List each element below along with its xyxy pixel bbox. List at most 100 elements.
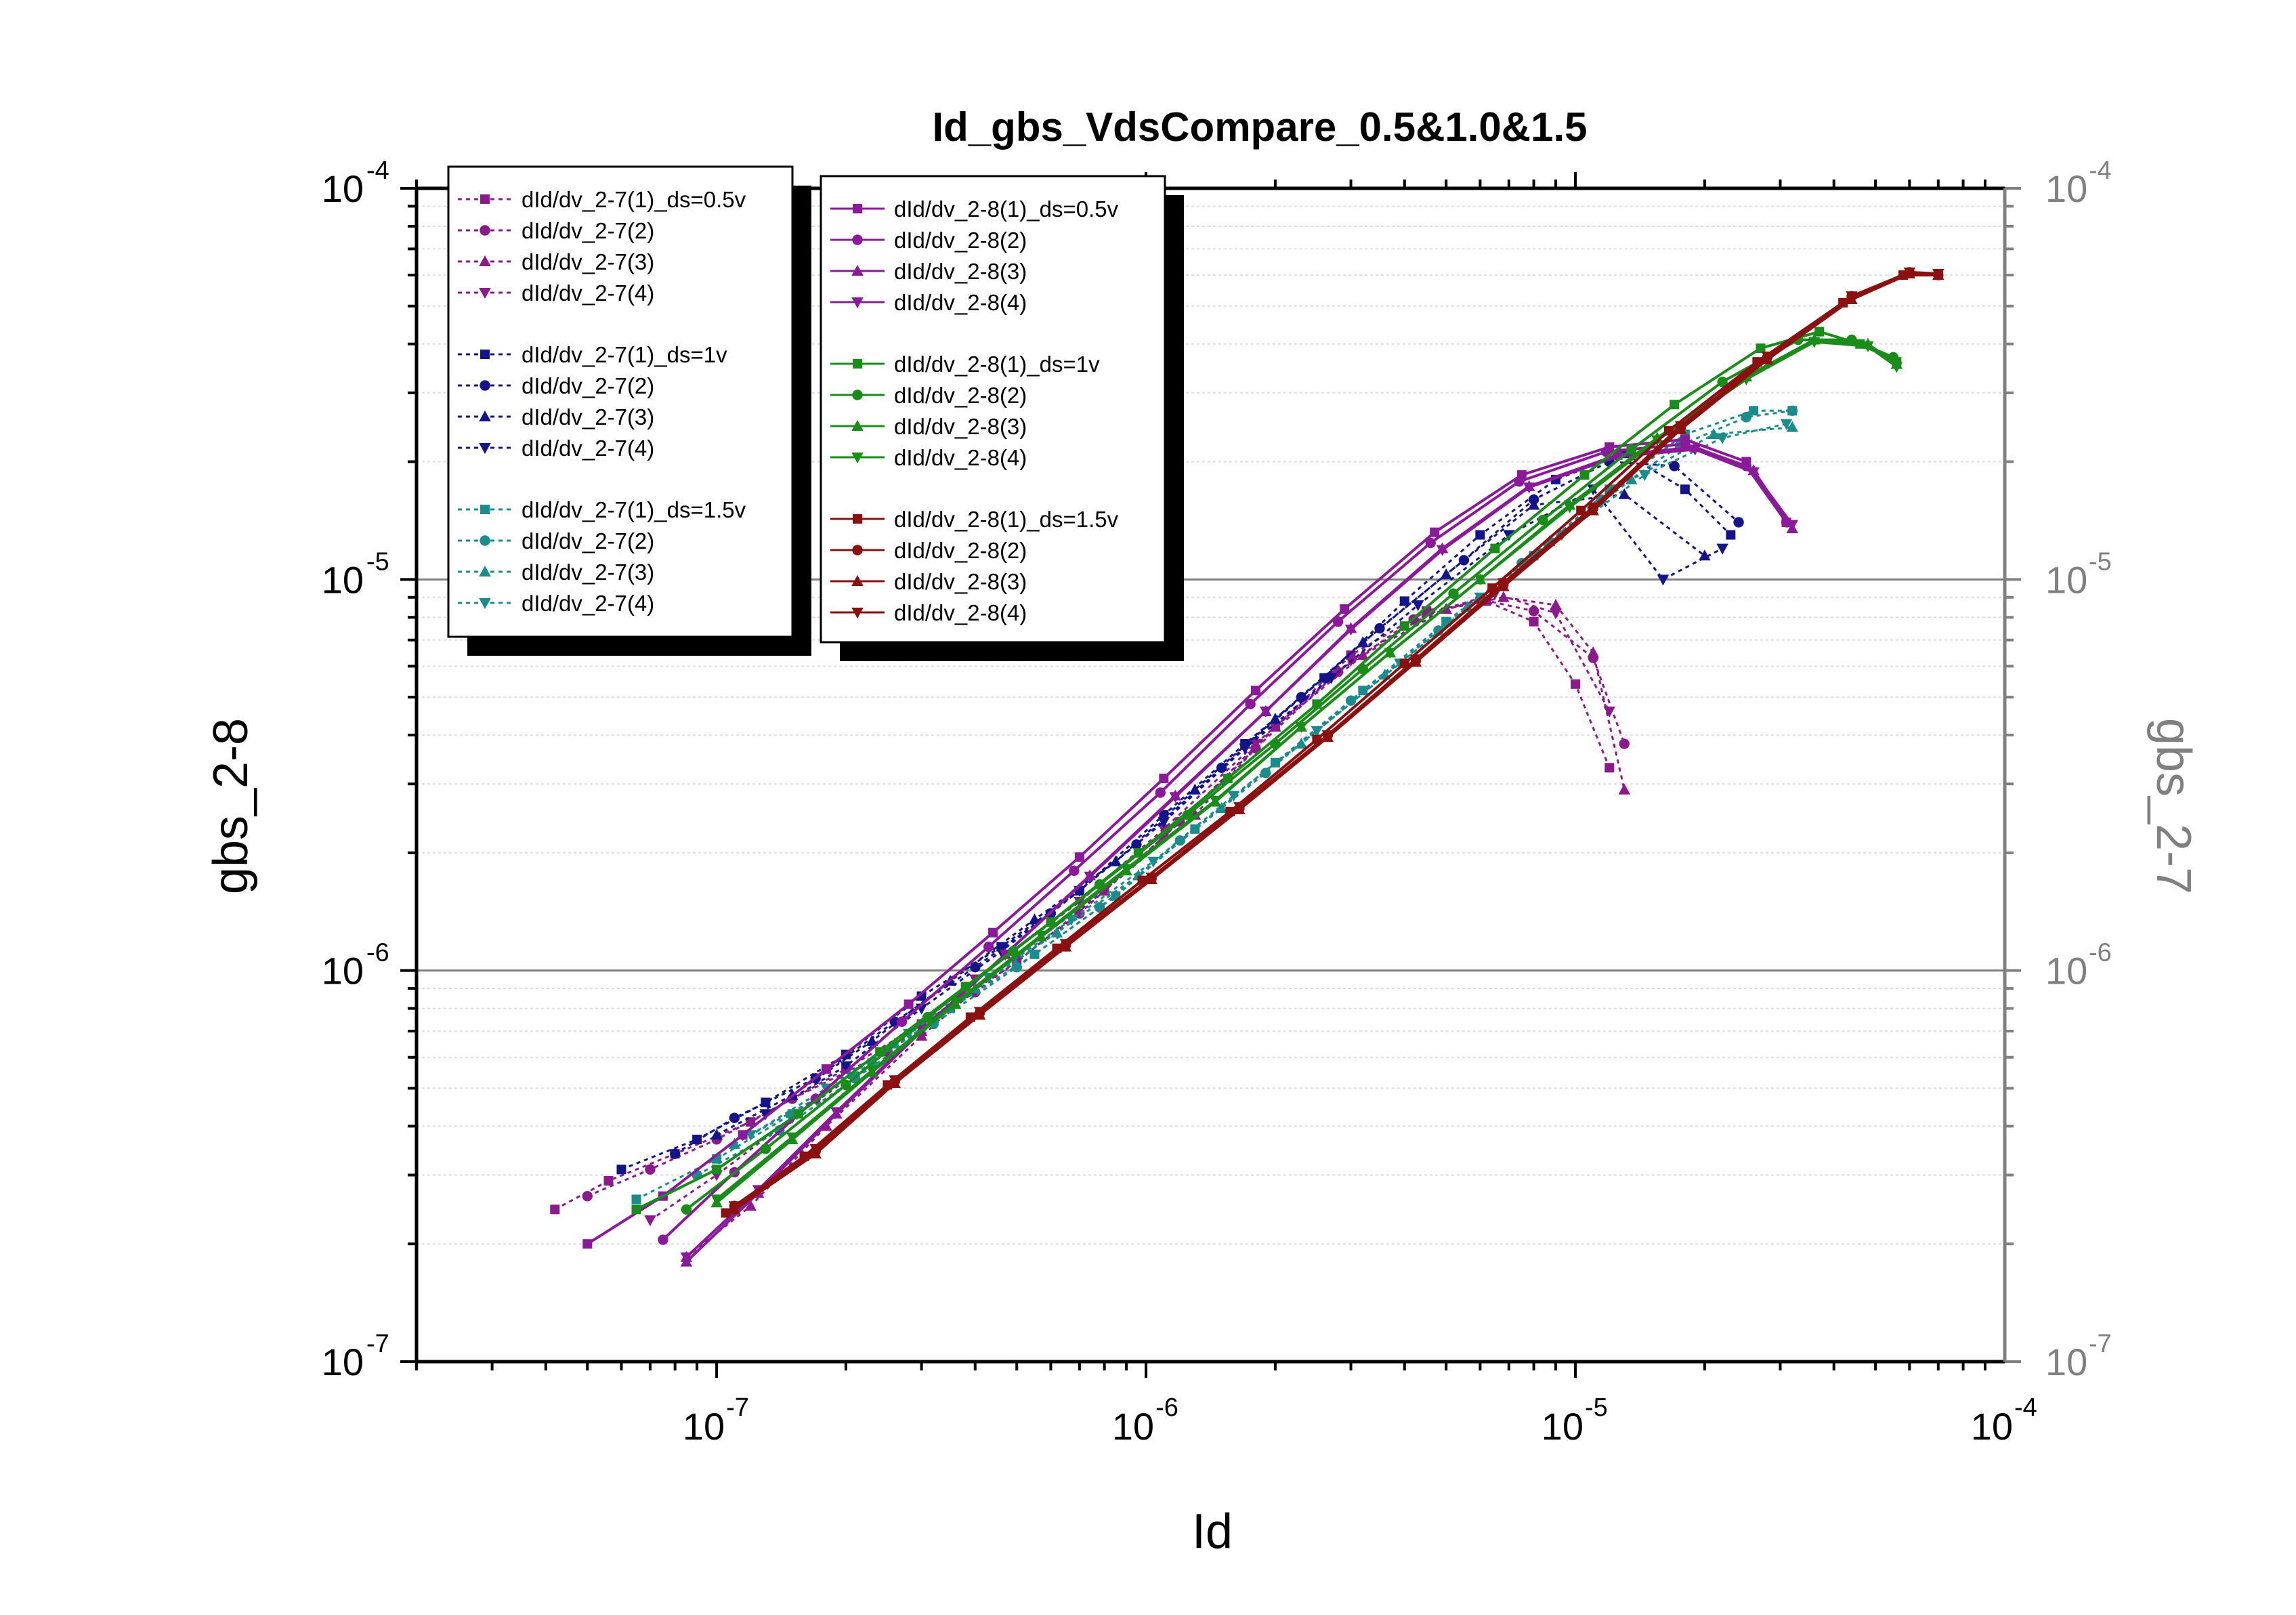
legend-label: dId/dv_2-8(1)_ds=0.5v — [894, 196, 1119, 222]
data-point — [970, 962, 981, 973]
data-point — [1411, 600, 1424, 612]
data-point — [1717, 376, 1728, 387]
data-point — [1159, 773, 1169, 783]
data-point — [1074, 852, 1084, 862]
legend-label: dId/dv_2-7(1)_ds=0.5v — [522, 187, 746, 212]
data-point — [841, 1079, 851, 1091]
legend-marker — [853, 359, 862, 369]
data-point — [1169, 792, 1182, 803]
legend-item: dId/dv_2-8(2) — [830, 228, 1027, 253]
data-point — [1670, 400, 1680, 410]
data-point — [840, 1061, 852, 1072]
y-tick-label: 10 — [322, 167, 364, 210]
x-tick-exponent: -6 — [1155, 1393, 1178, 1422]
data-point — [1073, 897, 1086, 908]
x-tick-exponent: -7 — [726, 1393, 749, 1422]
legend-label: dId/dv_2-7(4) — [522, 280, 654, 306]
data-point — [1035, 930, 1048, 942]
data-point — [1808, 337, 1821, 348]
y-axis-label: gbs_2-8 — [204, 718, 258, 894]
data-point — [1747, 467, 1760, 479]
data-point — [809, 1144, 822, 1155]
legend-label: dId/dv_2-8(2) — [894, 383, 1027, 408]
data-point — [631, 1194, 641, 1204]
data-point — [1332, 616, 1344, 627]
data-point — [1587, 502, 1600, 513]
data-point — [760, 1144, 771, 1154]
data-point — [1409, 654, 1422, 666]
series-line — [734, 272, 1938, 1211]
data-point — [1587, 646, 1600, 658]
legend-top-center: dId/dv_2-8(1)_ds=0.5v dId/dv_2-8(2) dId/dv… — [820, 175, 1184, 661]
data-point — [1576, 505, 1586, 516]
series-2-8-19 — [710, 337, 1903, 1206]
y-axis-label-right: gbs_2-7 — [2146, 718, 2201, 894]
legend-marker — [479, 288, 491, 299]
legend-item: dId/dv_2-8(2) — [830, 538, 1027, 563]
data-point — [1448, 588, 1459, 599]
legend-marker — [853, 514, 862, 524]
data-point — [1436, 545, 1449, 556]
data-point — [1461, 600, 1474, 612]
legend-marker — [852, 545, 863, 555]
y-tick-label: 10 — [322, 558, 364, 601]
data-point — [973, 1007, 986, 1018]
data-point — [1182, 810, 1193, 820]
series-line — [734, 270, 1938, 1207]
legend-label: dId/dv_2-8(3) — [894, 569, 1027, 594]
data-point — [1157, 817, 1170, 829]
legend-label: dId/dv_2-7(2) — [522, 528, 654, 553]
legend-marker — [479, 565, 491, 576]
data-point — [1011, 962, 1022, 973]
data-point — [1216, 762, 1227, 774]
legend-box — [820, 175, 1166, 644]
legend-marker — [851, 453, 864, 464]
y-right-tick-label: 10 — [2045, 558, 2087, 601]
legend-item: dId/dv_2-7(1)_ds=0.5v — [458, 187, 746, 212]
legend-top-left: dId/dv_2-7(1)_ds=0.5v dId/dv_2-7(2) dId/dv… — [447, 165, 811, 656]
legend-marker — [480, 535, 490, 546]
data-point — [1209, 795, 1222, 807]
legend-marker — [851, 297, 864, 309]
data-point — [729, 1112, 740, 1123]
data-point — [983, 941, 994, 952]
data-point — [1618, 488, 1631, 499]
data-point — [1490, 543, 1500, 553]
data-point — [793, 1109, 803, 1119]
data-point — [1903, 267, 1916, 279]
data-point — [1147, 856, 1160, 868]
data-point — [1227, 791, 1240, 802]
legend-item: dId/dv_2-7(3) — [458, 249, 654, 274]
data-point — [1321, 730, 1334, 742]
data-point — [988, 927, 998, 938]
data-point — [1638, 470, 1651, 482]
data-point — [1846, 291, 1858, 303]
data-point — [710, 1194, 723, 1206]
data-point — [1733, 517, 1744, 528]
data-point — [950, 997, 962, 1009]
data-point — [631, 1204, 641, 1215]
y-right-tick-label: 10 — [2045, 1341, 2087, 1383]
data-point — [1145, 873, 1157, 884]
data-point — [645, 1164, 656, 1175]
y-tick-exponent: -4 — [366, 156, 389, 185]
data-point — [821, 1064, 831, 1074]
legend-item: dId/dv_2-7(1)_ds=1v — [458, 342, 727, 367]
legend-item: dId/dv_2-7(2) — [458, 218, 654, 243]
data-point — [1528, 606, 1539, 616]
legend-item: dId/dv_2-8(4) — [830, 600, 1027, 625]
data-point — [1344, 625, 1357, 636]
legend-label: dId/dv_2-8(3) — [894, 414, 1027, 439]
data-point — [1269, 713, 1281, 724]
data-point — [1260, 707, 1272, 718]
legend-label: dId/dv_2-8(4) — [894, 290, 1027, 315]
legend-marker — [480, 194, 490, 204]
data-point — [1523, 482, 1535, 494]
data-point — [1514, 476, 1525, 487]
legend-item: dId/dv_2-7(2) — [458, 528, 654, 553]
data-point — [1155, 787, 1166, 798]
legend-item: dId/dv_2-7(3) — [458, 404, 654, 429]
data-point — [1527, 499, 1540, 510]
data-point — [1749, 406, 1759, 416]
